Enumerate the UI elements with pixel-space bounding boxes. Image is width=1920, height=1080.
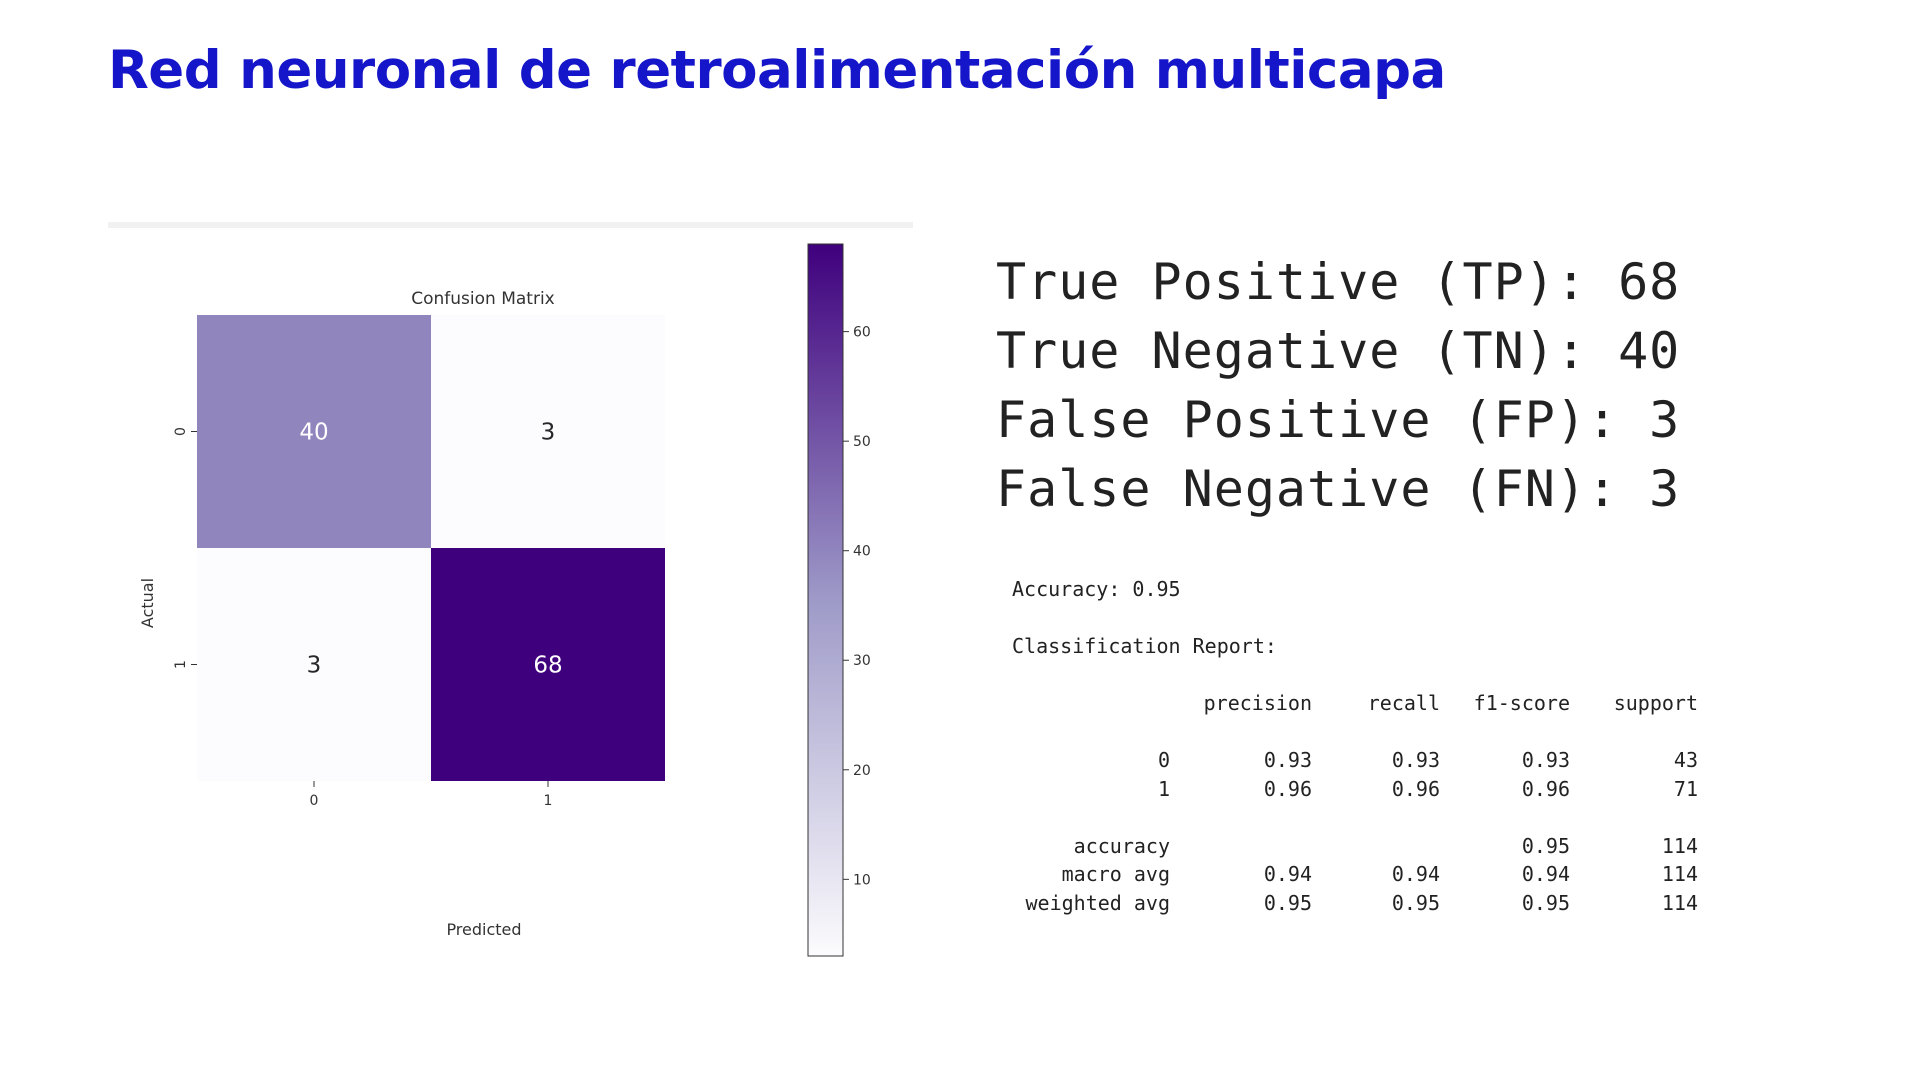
- report-cell: 0.94: [1391, 862, 1440, 886]
- cm-cell-label-1-1: 68: [533, 653, 562, 679]
- colorbar-tick-label-3: 40: [853, 544, 871, 560]
- y-axis-label: Actual: [138, 578, 157, 628]
- metric-label: True Positive (TP):: [996, 253, 1619, 311]
- metric-item: True Negative (TN): 40: [996, 317, 1680, 386]
- colorbar-tick-label-1: 20: [853, 763, 871, 779]
- classification-report: Accuracy: 0.95 Classification Report: pr…: [1012, 575, 1698, 917]
- report-summary-row: accuracy 0.95 114: [1012, 832, 1698, 861]
- report-cell: 0.94: [1263, 862, 1312, 886]
- report-cell: 0: [1157, 748, 1170, 772]
- metrics-list: True Positive (TP): 68 True Negative (TN)…: [996, 248, 1680, 524]
- slide-title: Red neuronal de retroalimentación multic…: [108, 40, 1446, 101]
- report-cell: 0.96: [1391, 776, 1440, 801]
- metric-value: 68: [1618, 253, 1681, 311]
- colorbar-tick-label-0: 10: [853, 872, 871, 888]
- cm-cell-0-0: [197, 315, 431, 548]
- report-cell: 0.95: [1521, 890, 1570, 915]
- colorbar: [807, 243, 844, 957]
- accuracy-line: Accuracy: 0.95: [1012, 577, 1181, 601]
- report-cell: recall: [1367, 691, 1440, 715]
- report-class-row: 0 0.93 0.93 0.93 43: [1012, 746, 1698, 775]
- colorbar-tick-label-4: 50: [853, 434, 871, 450]
- chart-title: Confusion Matrix: [411, 289, 555, 309]
- report-cell: weighted avg: [1025, 890, 1171, 915]
- metric-label: True Negative (TN):: [996, 322, 1619, 380]
- report-cell: 0.95: [1263, 890, 1312, 915]
- metric-item: False Positive (FP): 3: [996, 386, 1680, 455]
- report-cell: 0.95: [1521, 833, 1570, 858]
- cm-cell-1-0: [197, 548, 431, 781]
- report-cell: 1: [1157, 776, 1170, 801]
- cm-cell-1-1: [431, 548, 665, 781]
- report-cell: accuracy: [1073, 833, 1170, 858]
- cm-cell-label-1-0: 3: [307, 653, 322, 679]
- metric-item: True Positive (TP): 68: [996, 248, 1680, 317]
- x-axis-label: Predicted: [446, 920, 521, 939]
- cm-cell-0-1: [431, 315, 665, 548]
- report-heading: Classification Report:: [1012, 634, 1277, 658]
- y-tick-label-0: 0: [173, 427, 189, 436]
- metric-item: False Negative (FN): 3: [996, 455, 1680, 524]
- metric-label: False Negative (FN):: [996, 460, 1650, 518]
- cm-cell-label-0-1: 3: [541, 420, 556, 446]
- report-cell: 43: [1673, 748, 1698, 772]
- report-cell: 114: [1661, 890, 1698, 915]
- report-cell: macro avg: [1061, 862, 1170, 886]
- report-cell: 0.94: [1521, 862, 1570, 886]
- x-tick-label-0: 0: [310, 793, 319, 809]
- cm-cell-label-0-0: 40: [299, 420, 328, 446]
- report-cell: 0.93: [1521, 748, 1570, 772]
- report-cell: 0.96: [1521, 776, 1570, 801]
- report-class-row: 1 0.96 0.96 0.96 71: [1012, 775, 1698, 804]
- report-summary-row: weighted avg 0.95 0.95 0.95 114: [1012, 889, 1699, 918]
- report-cell: 0.93: [1391, 748, 1440, 772]
- report-cell: f1-score: [1473, 691, 1570, 715]
- report-summary-row: macro avg 0.94 0.94 0.94 114: [1012, 860, 1698, 889]
- metric-value: 3: [1649, 460, 1681, 518]
- image-top-border: [108, 222, 913, 228]
- report-cell: 0.96: [1263, 776, 1312, 801]
- report-cell: 71: [1673, 776, 1698, 801]
- colorbar-tick-label-2: 30: [853, 653, 871, 669]
- report-cell: 0.93: [1263, 748, 1312, 772]
- metric-value: 3: [1649, 391, 1681, 449]
- report-cell: support: [1613, 691, 1698, 715]
- metric-value: 40: [1618, 322, 1681, 380]
- report-header-row: precision recall f1-score support: [1012, 689, 1698, 718]
- x-tick-label-1: 1: [544, 793, 553, 809]
- report-cell: 114: [1661, 862, 1698, 886]
- metric-label: False Positive (FP):: [996, 391, 1650, 449]
- y-tick-label-1: 1: [173, 660, 189, 669]
- report-cell: 114: [1661, 833, 1698, 858]
- report-cell: precision: [1203, 691, 1312, 715]
- report-cell: 0.95: [1391, 890, 1440, 915]
- colorbar-tick-label-5: 60: [853, 325, 871, 341]
